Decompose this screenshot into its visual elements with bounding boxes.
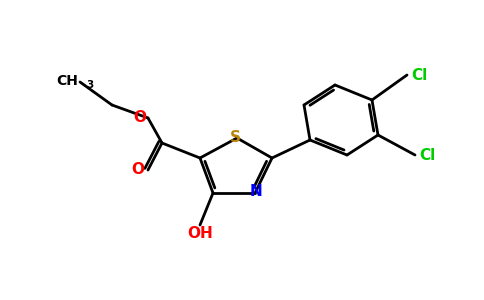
Text: O: O: [131, 163, 144, 178]
Text: 3: 3: [86, 80, 93, 90]
Text: N: N: [250, 184, 262, 200]
Text: S: S: [229, 130, 241, 145]
Text: Cl: Cl: [419, 148, 435, 163]
Text: Cl: Cl: [411, 68, 427, 82]
Text: OH: OH: [187, 226, 213, 241]
Text: CH: CH: [56, 74, 78, 88]
Text: O: O: [133, 110, 146, 124]
